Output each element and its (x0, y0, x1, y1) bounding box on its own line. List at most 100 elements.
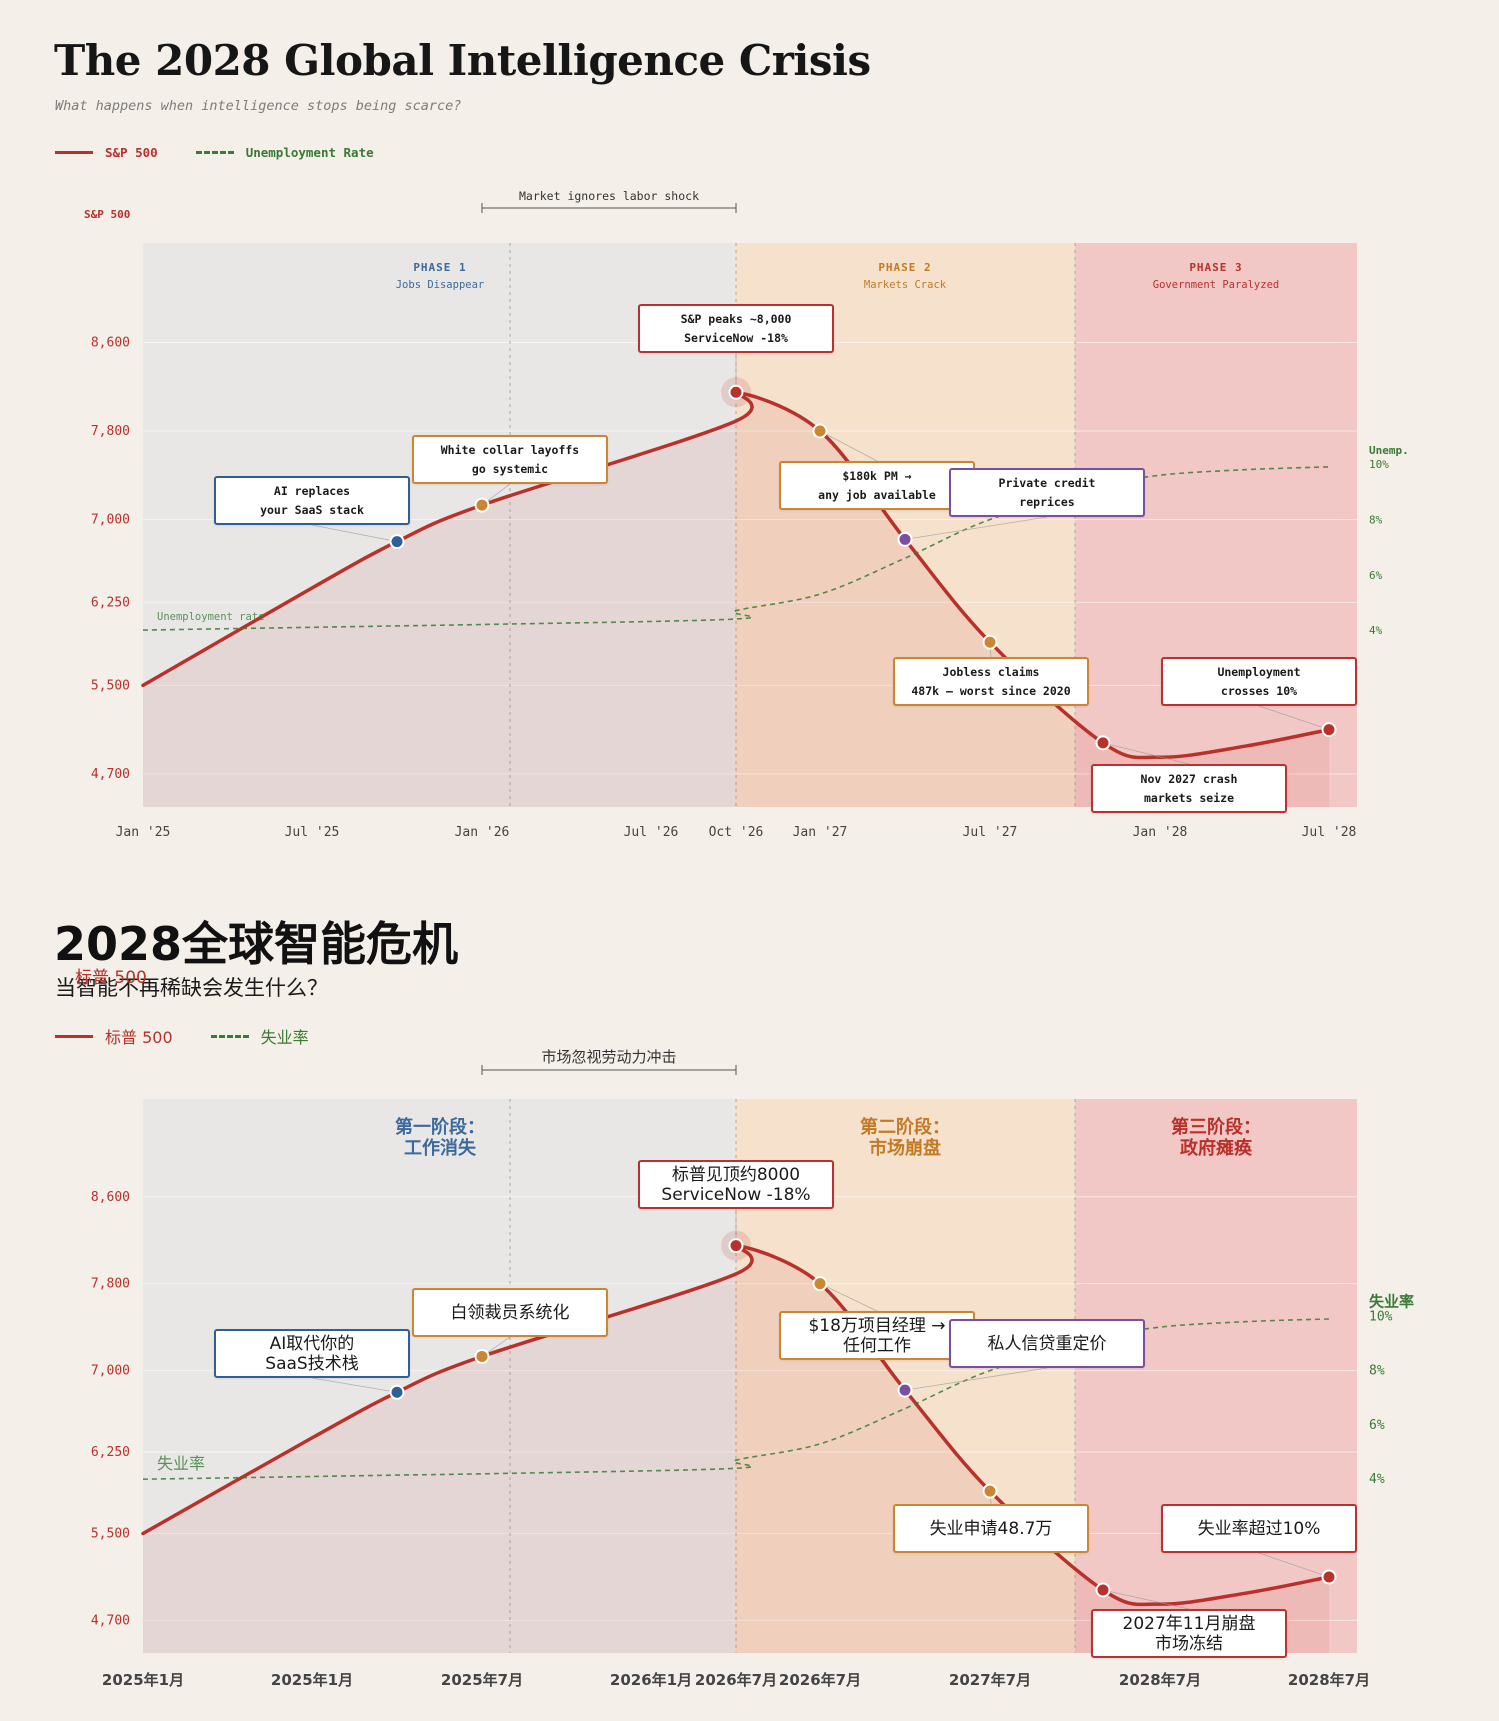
chart-subtitle-zh: 当智能不再稀缺会发生什么？ (55, 976, 328, 1000)
event-dot (897, 531, 913, 547)
callout-connector (904, 516, 1048, 540)
event-dot (728, 1238, 744, 1254)
legend-item-sp500: S&P 500 (55, 145, 158, 160)
phase-subtitle: Jobs Disappear (396, 279, 485, 291)
callout-box: Private credit reprices (949, 468, 1145, 517)
event-dot (812, 1276, 828, 1292)
callout-connector (311, 1377, 398, 1393)
y-axis-label: 标普 500 (75, 968, 147, 988)
phase-title: PHASE 3 (1189, 261, 1242, 274)
event-dot (1095, 1582, 1111, 1598)
callout-text: 失业率超过10% (1197, 1518, 1321, 1539)
unemployment-line (142, 466, 1330, 631)
event-dot (474, 497, 490, 513)
phase-title: PHASE 1 (413, 261, 466, 274)
legend-zh: 标普 500 失业率 (55, 1024, 347, 1048)
event-dot (389, 1384, 405, 1400)
callout-box: 失业申请48.7万 (893, 1504, 1089, 1553)
legend-swatch-sp500-zh (55, 1034, 93, 1038)
bracket-label: 市场忽视劳动力冲击 (541, 1048, 676, 1066)
x-tick-label: Jul '27 (963, 825, 1018, 840)
phase3-background (1075, 1099, 1357, 1653)
callout-text: Unemployment crosses 10% (1217, 664, 1301, 698)
x-tick-label: Jul '26 (624, 825, 679, 840)
chart-title: The 2028 Global Intelligence Crisis (54, 36, 871, 85)
event-dot (1321, 722, 1337, 738)
x-tick-label: Jul '25 (285, 825, 340, 840)
legend: S&P 500 Unemployment Rate (55, 145, 412, 160)
chinese-chart-svg: 8,600 7,800 7,000 6,250 5,500 4,700 标普 500 市场忽视… (75, 968, 1414, 1689)
callout-box: 私人信贷重定价 (949, 1319, 1145, 1368)
callout-text: 失业申请48.7万 (929, 1518, 1053, 1539)
right-tick-label: 6% (1369, 1418, 1385, 1433)
callout-text: $18万项目经理 → 任何工作 (808, 1315, 946, 1356)
english-chart-svg: 8,600 7,800 7,000 6,250 5,500 4,700 S&P 500 Mar… (84, 189, 1409, 840)
x-tick-label: Jan '26 (455, 825, 510, 840)
y-tick-label: 5,500 (91, 1527, 130, 1542)
event-dot (389, 534, 405, 550)
y-tick-label: 8,600 (91, 336, 130, 351)
callout-box: S&P peaks ~8,000 ServiceNow -18% (638, 304, 834, 353)
callout-box: AI取代你的 SaaS技术栈 (214, 1329, 410, 1378)
callout-connector (819, 430, 878, 462)
legend-label-sp500: S&P 500 (105, 145, 158, 160)
right-axis-label: 失业率 (1369, 1292, 1414, 1310)
unemployment-inline-label: Unemployment rate (157, 611, 264, 623)
callout-text: AI取代你的 SaaS技术栈 (265, 1333, 359, 1374)
y-tick-label: 7,800 (91, 424, 130, 439)
callout-text: Private credit reprices (998, 475, 1096, 509)
legend-swatch-sp500 (55, 151, 93, 154)
right-tick-label: 6% (1369, 569, 1383, 582)
callout-connector (1258, 1552, 1330, 1578)
chart-title-zh: 2028全球智能危机 (54, 917, 459, 971)
event-dot (1095, 735, 1111, 751)
callout-box: 失业率超过10% (1161, 1504, 1357, 1553)
english-chart-panel: The 2028 Global Intelligence Crisis What… (0, 0, 1499, 860)
callout-text: Jobless claims 487k — worst since 2020 (911, 664, 1071, 698)
right-tick-label: 10% (1369, 1309, 1393, 1324)
callout-text: 私人信贷重定价 (987, 1333, 1107, 1354)
callout-box: White collar layoffs go systemic (412, 435, 608, 484)
callout-box: 白领裁员系统化 (412, 1288, 608, 1337)
callout-box: Jobless claims 487k — worst since 2020 (893, 657, 1089, 706)
callout-text: Nov 2027 crash markets seize (1140, 771, 1238, 805)
x-tick-label: Jan '25 (116, 825, 171, 840)
phase-subtitle: Government Paralyzed (1153, 279, 1279, 291)
phase-title: 第三阶段： (1171, 1116, 1261, 1138)
y-tick-label: 6,250 (91, 595, 130, 610)
right-tick-label: 4% (1369, 624, 1383, 637)
callout-text: $180k PM → any job available (818, 468, 936, 502)
callout-box: $180k PM → any job available (779, 461, 975, 510)
event-dot (474, 1348, 490, 1364)
event-dot (728, 384, 744, 400)
phase1-background (143, 243, 736, 807)
chart-subtitle: What happens when intelligence stops bei… (55, 98, 462, 114)
callout-text: 标普见顶约8000 ServiceNow -18% (661, 1164, 811, 1205)
callout-connector (1102, 742, 1190, 765)
y-axis-label: S&P 500 (84, 208, 130, 221)
x-tick-label: 2025年1月 (271, 1671, 353, 1689)
callout-box: Nov 2027 crash markets seize (1091, 764, 1287, 813)
phase-title: 第一阶段： (395, 1116, 485, 1138)
phase-subtitle: 政府瘫痪 (1180, 1137, 1253, 1159)
y-tick-label: 7,000 (91, 1364, 130, 1379)
legend-label-sp500-zh: 标普 500 (105, 1028, 173, 1047)
x-tick-label: 2026年1月 (610, 1671, 692, 1689)
x-tick-label: 2028年7月 (1288, 1671, 1370, 1689)
y-tick-label: 8,600 (91, 1190, 130, 1205)
callout-connector (819, 1283, 878, 1312)
callout-connector (1102, 1589, 1190, 1610)
y-tick-label: 7,800 (91, 1277, 130, 1292)
event-dot (812, 423, 828, 439)
legend-label-unemployment: Unemployment Rate (245, 145, 374, 160)
callout-box: $18万项目经理 → 任何工作 (779, 1311, 975, 1360)
x-tick-label: 2025年1月 (102, 1671, 184, 1689)
legend-item-unemployment-zh: 失业率 (210, 1024, 309, 1048)
x-tick-label: 2026年7月 (779, 1671, 861, 1689)
phase-title: PHASE 2 (878, 261, 931, 274)
legend-item-sp500-zh: 标普 500 (55, 1024, 173, 1048)
right-tick-label: 10% (1369, 458, 1389, 471)
right-tick-label: 8% (1369, 513, 1383, 526)
x-tick-label: Jan '28 (1133, 825, 1188, 840)
phase3-background (1075, 243, 1357, 807)
